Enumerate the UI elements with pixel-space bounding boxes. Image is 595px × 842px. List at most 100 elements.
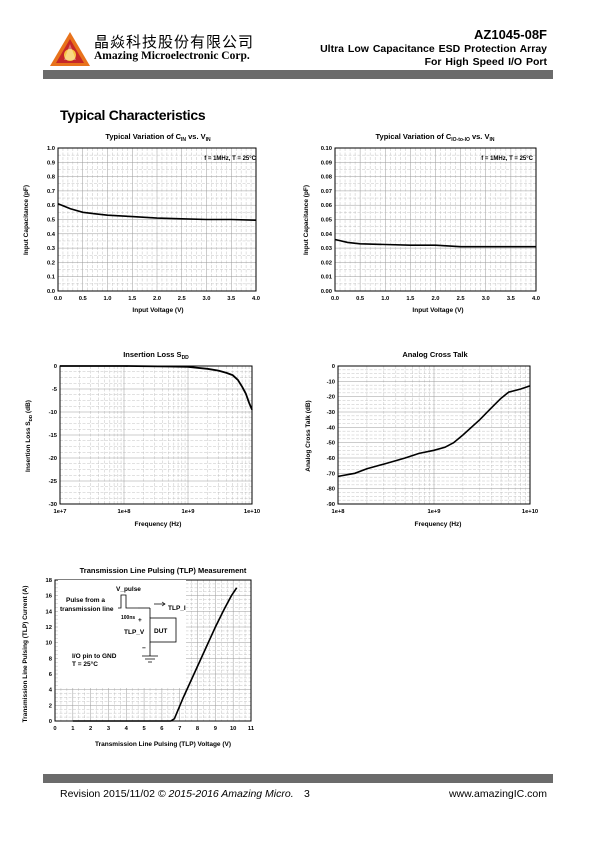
x-tick-label: 2 [89, 726, 92, 732]
y-axis-label: Insertion Loss SDD (dB) [25, 400, 33, 472]
x-tick-label: 1.0 [381, 296, 389, 302]
ground-icon [142, 655, 158, 663]
chart-title: Typical Variation of CIN vs. VIN [105, 132, 211, 143]
x-tick-label: 3.0 [202, 296, 210, 302]
x-tick-label: 11 [248, 726, 255, 732]
y-tick-label: -15 [49, 433, 58, 439]
y-tick-labels: 0 -10 -20 -30 -40 -50 -60 -70 -80 -90 [327, 364, 335, 508]
y-tick-label: 0.5 [47, 218, 56, 224]
y-tick-label: 0.02 [321, 260, 332, 266]
chart-grid [335, 148, 536, 291]
x-tick-label: 3.5 [227, 296, 236, 302]
y-tick-label: -10 [49, 410, 57, 416]
x-tick-label: 10 [230, 726, 236, 732]
chart-plot-frame [334, 147, 537, 292]
x-tick-label: 1.0 [103, 296, 111, 302]
x-tick-label: 2.5 [457, 296, 466, 302]
chart-insertion-loss: Insertion Loss SDD 1e+7 1e+8 1e+9 1e+10 0 -5… [25, 350, 260, 528]
x-tick-label: 6 [160, 726, 164, 732]
chart-cio-vs-vin: Typical Variation of CIO-to-IO vs. VIN 0… [303, 132, 540, 314]
x-tick-label: 2.0 [431, 296, 439, 302]
y-tick-label: 0.8 [47, 175, 56, 181]
y-tick-label: 0 [332, 364, 335, 370]
part-number: AZ1045-08F [474, 27, 547, 42]
y-tick-label: -5 [52, 387, 58, 393]
y-tick-label: 6 [49, 672, 53, 678]
tlp-voltage-label: TLP_V [124, 629, 145, 636]
y-tick-label: 0.1 [47, 275, 56, 281]
test-condition-1: I/O pin to GND [72, 653, 117, 660]
x-axis-label: Input Voltage (V) [132, 307, 183, 314]
x-axis-label: Input Voltage (V) [412, 307, 463, 314]
x-axis-label: Frequency (Hz) [135, 521, 182, 528]
y-tick-label: 0 [54, 364, 57, 370]
product-subtitle-line2: For High Speed I/O Port [424, 56, 547, 68]
x-tick-labels: 0 1 2 3 4 5 6 7 8 9 10 11 [53, 726, 254, 732]
y-tick-label: 1.0 [47, 146, 55, 152]
website-link[interactable]: www.amazingIC.com [448, 788, 547, 800]
revision-date: Revision 2015/11/02 [60, 788, 155, 800]
chart-title: Analog Cross Talk [402, 350, 468, 359]
x-tick-label: 9 [214, 726, 218, 732]
y-tick-label: 0.6 [47, 203, 56, 209]
x-axis-label: Transmission Line Pulsing (TLP) Voltage … [95, 741, 231, 748]
x-tick-label: 0.5 [356, 296, 365, 302]
y-tick-label: 0 [49, 719, 52, 725]
x-axis-label: Frequency (Hz) [415, 521, 462, 528]
y-axis-label: Analog Cross Talk (dB) [305, 400, 312, 471]
y-tick-label: 10 [46, 641, 52, 647]
dut-box [149, 617, 177, 643]
chart-title: Transmission Line Pulsing (TLP) Measurem… [80, 566, 247, 575]
y-tick-labels: 0.0 0.1 0.2 0.3 0.4 0.5 0.6 0.7 0.8 0.9 1.0 [47, 146, 56, 295]
dut-label: DUT [154, 628, 167, 635]
x-tick-label: 0 [53, 726, 56, 732]
chart-grid [60, 366, 252, 504]
y-tick-label: -30 [327, 410, 335, 416]
x-tick-labels: 1e+8 1e+9 1e+10 [331, 509, 538, 515]
tlp-test-schematic: V_pulse Pulse from a transmission line 1… [58, 580, 186, 688]
chart-tlp-measurement: Transmission Line Pulsing (TLP) Measurem… [22, 566, 255, 748]
x-tick-label: 1e+8 [117, 509, 131, 515]
x-tick-label: 1.5 [128, 296, 137, 302]
y-tick-label: 0.04 [321, 232, 333, 238]
x-tick-label: 1e+8 [331, 509, 345, 515]
x-tick-label: 0.0 [331, 296, 339, 302]
y-tick-label: 0.01 [321, 275, 333, 281]
footer-divider-bar [43, 774, 553, 783]
x-tick-label: 3.0 [482, 296, 490, 302]
x-tick-label: 1e+10 [244, 509, 260, 515]
x-tick-label: 4.0 [252, 296, 260, 302]
x-tick-label: 8 [196, 726, 200, 732]
y-tick-label: -10 [327, 379, 335, 385]
y-tick-label: 18 [46, 578, 53, 584]
chart-plot-frame [337, 365, 531, 505]
plus-sign: + [138, 617, 142, 624]
product-subtitle-line1: Ultra Low Capacitance ESD Protection Arr… [320, 43, 547, 55]
y-tick-label: 0.10 [321, 146, 332, 152]
y-tick-label: 0.0 [47, 289, 55, 295]
x-tick-labels: 0.0 0.5 1.0 1.5 2.0 2.5 3.0 3.5 4.0 [331, 296, 540, 302]
x-tick-label: 2.5 [178, 296, 187, 302]
footer-revision: Revision 2015/11/02 © 2015-2016 Amazing … [60, 788, 294, 800]
page-number: 3 [304, 788, 310, 800]
x-tick-label: 7 [178, 726, 181, 732]
chart-analog-cross-talk: Analog Cross Talk 1e+8 1e+9 1e+10 0 -10 -20 -… [305, 350, 538, 528]
section-title: Typical Characteristics [60, 107, 206, 123]
header-divider-bar [43, 70, 553, 79]
chart-annotation: f = 1MHz, T = 25°C [481, 156, 533, 162]
x-tick-label: 4.0 [532, 296, 540, 302]
chart-grid [58, 148, 256, 291]
y-tick-label: -50 [327, 441, 335, 447]
x-tick-labels: 1e+7 1e+8 1e+9 1e+10 [53, 509, 260, 515]
minus-sign: − [142, 645, 146, 652]
x-tick-label: 3 [107, 726, 111, 732]
y-tick-label: 8 [49, 656, 53, 662]
chart-title: Typical Variation of CIO-to-IO vs. VIN [376, 132, 495, 143]
cross-talk-curve [337, 385, 531, 478]
x-tick-label: 1e+9 [181, 509, 195, 515]
y-tick-label: 4 [49, 688, 53, 694]
y-tick-label: -90 [327, 502, 335, 508]
company-logo-icon [50, 32, 90, 66]
test-condition-2: T = 25°C [72, 660, 98, 668]
x-tick-label: 0.0 [54, 296, 62, 302]
